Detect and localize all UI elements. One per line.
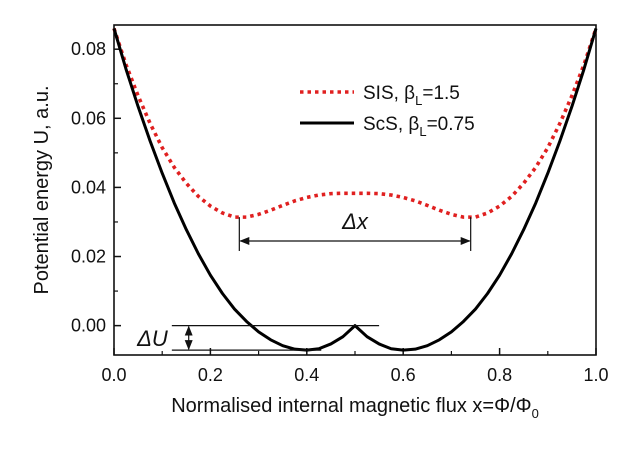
y-tick-label: 0.04 xyxy=(71,177,106,197)
x-tick-label: 0.2 xyxy=(198,365,223,385)
du-label: ΔU xyxy=(136,326,168,351)
y-axis-title: Potential energy U, a.u. xyxy=(31,85,53,294)
series-line-sis xyxy=(112,27,598,219)
x-tick-label: 0.0 xyxy=(101,365,126,385)
x-tick-label: 0.6 xyxy=(391,365,416,385)
y-tick-label: 0.06 xyxy=(71,108,106,128)
series-layer xyxy=(112,27,598,352)
x-tick-label: 0.4 xyxy=(294,365,319,385)
x-tick-label: 1.0 xyxy=(583,365,608,385)
plot-frame xyxy=(113,24,597,356)
y-tick-label: 0.02 xyxy=(71,247,106,267)
dx-label: Δx xyxy=(341,209,369,234)
x-tick-label: 0.8 xyxy=(487,365,512,385)
x-axis-ticks: 0.0 0.2 0.4 0.6 0.8 1.0 xyxy=(101,348,609,385)
series-line-scs xyxy=(112,28,598,352)
legend: SIS, βL=1.5 ScS, βL=0.75 xyxy=(300,83,475,139)
legend-label-scs: ScS, βL=0.75 xyxy=(363,114,475,139)
y-tick-label: 0.08 xyxy=(71,39,106,59)
x-axis-title: Normalised internal magnetic flux x=Φ/Φ0 xyxy=(171,395,539,421)
y-axis-ticks: 0.00 0.02 0.04 0.06 0.08 xyxy=(71,39,121,336)
legend-label-sis: SIS, βL=1.5 xyxy=(363,83,460,108)
annotation-layer: Δx ΔU xyxy=(136,209,472,351)
y-tick-label: 0.00 xyxy=(71,316,106,336)
